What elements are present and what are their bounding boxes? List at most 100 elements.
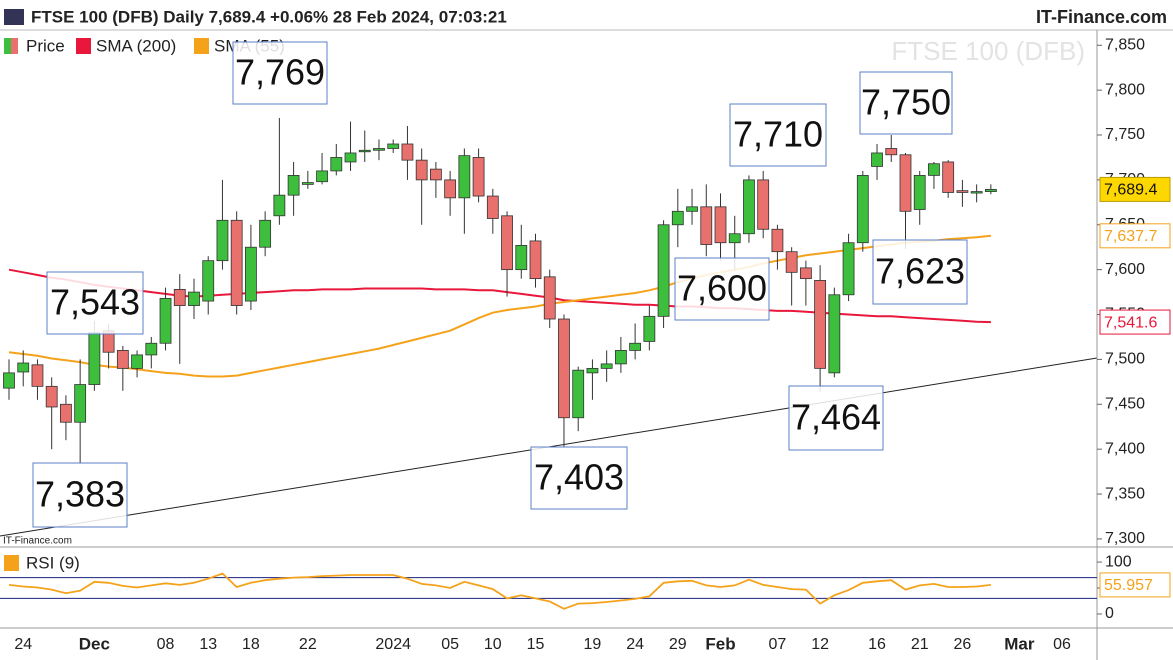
candle-body	[259, 219, 272, 248]
candle-body	[45, 385, 58, 408]
candle-body	[245, 246, 257, 302]
x-tick-label: 10	[484, 636, 502, 653]
x-tick-label: 06	[1053, 636, 1071, 653]
value-tag-label: 7,689.4	[1104, 182, 1157, 199]
candle-body	[159, 297, 172, 344]
candle-body	[956, 190, 969, 193]
annotation-label: 7,383	[35, 474, 125, 515]
candle-body	[74, 384, 87, 423]
candle-body	[373, 148, 385, 151]
candle-body	[871, 152, 883, 167]
value-tag	[1099, 176, 1171, 202]
x-tick-label: Feb	[705, 634, 735, 653]
legend-label: SMA (200)	[96, 36, 176, 55]
candle-body	[785, 251, 798, 273]
logo-icon	[4, 9, 24, 25]
candle-body	[415, 159, 428, 181]
x-tick-label: 18	[242, 636, 260, 653]
candle-body	[287, 175, 300, 196]
candle-body	[216, 219, 229, 262]
x-tick-label: 21	[911, 636, 929, 653]
x-tick-label: 16	[868, 636, 886, 653]
candle-body	[543, 276, 556, 320]
candle-body	[942, 161, 955, 193]
annotation-label: 7,600	[677, 268, 767, 309]
y-tick-label: 7,350	[1105, 485, 1145, 502]
candle-body	[629, 342, 642, 351]
candle-body	[230, 219, 243, 306]
x-tick-label: 05	[441, 636, 459, 653]
candle-body	[387, 143, 400, 149]
x-tick-label: 13	[199, 636, 217, 653]
value-tag-label: 7,637.7	[1104, 228, 1157, 245]
candle-body	[757, 179, 770, 230]
annotation-box	[788, 385, 884, 451]
candle-body	[885, 148, 898, 156]
candle-body	[429, 168, 442, 181]
candle-body	[728, 233, 741, 244]
annotation-box	[859, 71, 953, 135]
annotation-label: 7,769	[235, 52, 325, 93]
x-tick-label: 12	[811, 636, 829, 653]
y-tick-label: 100	[1105, 553, 1132, 570]
x-tick-label: 26	[954, 636, 972, 653]
candle-body	[586, 367, 599, 374]
candle-body	[614, 350, 627, 365]
y-tick-label: 7,800	[1105, 81, 1145, 98]
x-tick-label: 24	[14, 636, 32, 653]
candle-body	[458, 155, 471, 199]
candle-body	[928, 163, 940, 176]
annotation-label: 7,543	[50, 282, 140, 323]
annotation-label: 7,403	[534, 457, 624, 498]
value-tag	[1099, 223, 1171, 249]
candle-body	[714, 206, 727, 244]
y-tick-label: 0	[1105, 605, 1114, 622]
x-tick-label: Mar	[1004, 634, 1035, 653]
candle-body	[799, 267, 812, 280]
annotation-box	[729, 103, 827, 167]
legend-swatch	[194, 38, 209, 54]
x-tick-label: 07	[769, 636, 787, 653]
candle-body	[686, 206, 698, 212]
candle-body	[173, 288, 186, 306]
x-tick-label: 24	[626, 636, 644, 653]
candle-body	[31, 364, 44, 387]
annotation-label: 7,750	[861, 82, 951, 123]
candle-body	[600, 363, 613, 369]
annotation-box	[530, 446, 628, 510]
candle-body	[344, 152, 357, 163]
y-tick-label: 7,400	[1105, 440, 1145, 457]
annotation-label: 7,623	[875, 251, 965, 292]
annotation-box	[232, 41, 328, 105]
candle-body	[116, 350, 129, 369]
y-tick-label: 7,750	[1105, 126, 1145, 143]
rsi-line	[8, 572, 992, 610]
legend-swatch	[4, 555, 19, 571]
candle-body	[358, 149, 371, 153]
sma-line	[8, 234, 992, 378]
candle-body	[60, 403, 72, 423]
x-tick-label: 2024	[375, 636, 411, 653]
candle-body	[202, 260, 215, 302]
value-tag	[1099, 572, 1171, 598]
sma-line	[8, 268, 991, 324]
candle-body	[643, 315, 656, 342]
value-tag-label: 7,541.6	[1104, 314, 1157, 331]
candle-body	[970, 191, 983, 194]
annotation-label: 7,710	[733, 114, 823, 155]
candle-body	[657, 224, 670, 317]
candle-body	[3, 372, 15, 389]
x-tick-label: 22	[299, 636, 317, 653]
legend-label: Price	[26, 36, 65, 55]
candle-body	[145, 342, 158, 356]
candle-body	[472, 157, 485, 197]
candle-body	[301, 182, 314, 185]
x-tick-label: 29	[669, 636, 687, 653]
legend-swatch	[76, 38, 91, 54]
candle-body	[88, 332, 101, 385]
legend-swatch	[4, 38, 11, 54]
footer-source: IT-Finance.com	[3, 536, 72, 547]
candle-body	[572, 369, 585, 419]
